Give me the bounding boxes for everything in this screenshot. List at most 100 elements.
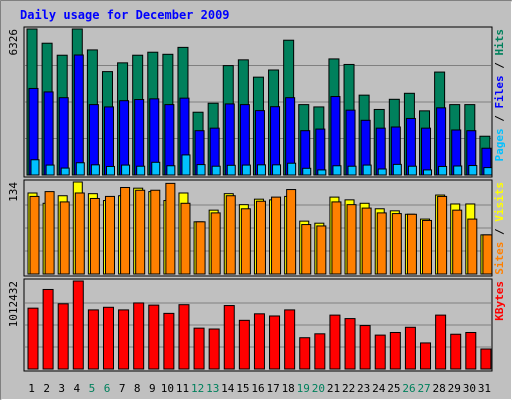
x-tick-label: 14	[221, 382, 235, 395]
bar-kbytes-day-1	[27, 307, 39, 370]
bar-files-day-8	[134, 99, 145, 176]
bar-kbytes-day-25	[389, 331, 401, 370]
bar-kbytes-day-16	[253, 313, 265, 370]
x-axis-day-labels: 1 2 3 4 5 6 7 8 9 10 11 12 13 14 15 16 17 18 19 20 21 22 23 24 2…	[28, 382, 491, 395]
bar-sites-day-11	[180, 202, 191, 275]
bar-kbytes-day-19	[299, 337, 311, 370]
bar-pages-day-1	[30, 159, 40, 176]
bar-sites-day-23	[361, 207, 372, 275]
x-tick-label: 31	[478, 382, 491, 395]
x-tick-label: 20	[312, 382, 325, 395]
x-tick-label: 2	[43, 382, 50, 395]
bar-pages-day-29	[453, 165, 463, 176]
bar-pages-day-30	[468, 165, 478, 176]
x-tick-label: 28	[433, 382, 446, 395]
bar-pages-day-7	[121, 164, 131, 176]
x-tick-label: 23	[357, 382, 370, 395]
bar-kbytes-day-11	[178, 304, 190, 370]
bar-sites-day-17	[271, 196, 282, 275]
bar-sites-day-4	[74, 192, 85, 275]
bar-kbytes-day-14	[223, 305, 235, 370]
bar-sites-day-1	[29, 195, 40, 275]
bar-sites-day-5	[89, 197, 100, 275]
x-tick-label: 6	[104, 382, 111, 395]
x-tick-label: 10	[161, 382, 174, 395]
x-tick-label: 25	[387, 382, 400, 395]
bar-pages-day-6	[105, 165, 115, 176]
bar-pages-day-14	[226, 164, 236, 176]
bar-pages-day-5	[90, 164, 100, 176]
x-tick-label: 19	[297, 382, 310, 395]
bar-sites-day-14	[225, 195, 236, 275]
bar-pages-day-22	[347, 165, 357, 176]
x-tick-label: 17	[266, 382, 279, 395]
bar-kbytes-day-17	[269, 315, 281, 370]
bar-sites-day-6	[104, 195, 115, 275]
bar-files-day-28	[436, 107, 447, 176]
x-tick-label: 30	[463, 382, 476, 395]
x-tick-label: 3	[58, 382, 65, 395]
bar-pages-day-16	[256, 164, 266, 176]
x-tick-label: 18	[282, 382, 295, 395]
series-legend: Pages / Files / Hits	[493, 29, 506, 162]
bar-kbytes-day-3	[57, 303, 69, 370]
x-tick-label: 27	[417, 382, 430, 395]
bar-pages-day-10	[166, 165, 176, 176]
bar-sites-day-13	[210, 212, 221, 275]
y-max-label: 134	[7, 182, 20, 202]
x-tick-label: 21	[327, 382, 340, 395]
bar-files-day-27	[421, 127, 432, 176]
bar-kbytes-day-23	[359, 325, 371, 370]
x-tick-label: 22	[342, 382, 355, 395]
bar-kbytes-day-30	[465, 331, 477, 370]
bar-kbytes-day-13	[208, 328, 220, 370]
bar-sites-day-12	[195, 221, 206, 275]
bar-sites-day-21	[331, 201, 342, 275]
bar-kbytes-day-18	[284, 309, 296, 370]
bar-sites-day-16	[255, 200, 266, 275]
bar-sites-day-30	[467, 218, 478, 275]
bar-kbytes-day-15	[238, 319, 250, 370]
bar-kbytes-day-29	[450, 333, 462, 370]
x-tick-label: 8	[134, 382, 141, 395]
bar-files-day-22	[345, 109, 356, 176]
bar-pages-day-19	[302, 167, 312, 176]
x-tick-label: 12	[191, 382, 204, 395]
bar-kbytes-day-12	[193, 327, 205, 370]
bar-files-day-24	[375, 127, 386, 176]
bar-kbytes-day-27	[420, 342, 432, 370]
bar-sites-day-3	[59, 201, 70, 275]
bar-pages-day-24	[377, 168, 387, 176]
bar-kbytes-day-6	[102, 306, 114, 370]
x-tick-label: 11	[176, 382, 189, 395]
y-max-label: 1012432	[7, 281, 20, 327]
bar-files-day-3	[58, 97, 69, 176]
panel-frame	[23, 278, 493, 372]
bar-pages-day-4	[75, 162, 85, 176]
bar-files-day-21	[330, 96, 341, 176]
bar-files-day-20	[315, 128, 326, 176]
x-tick-label: 5	[89, 382, 96, 395]
bar-pages-day-13	[211, 165, 221, 176]
y-max-label: 6326	[7, 29, 20, 56]
bar-kbytes-day-21	[329, 314, 341, 370]
x-tick-label: 15	[236, 382, 249, 395]
panel-hits_files_pages: 6326 Pages / Files / Hits	[7, 26, 506, 178]
bar-sites-day-8	[135, 189, 146, 275]
bar-sites-day-9	[150, 189, 161, 275]
bar-sites-day-10	[165, 182, 176, 275]
bar-pages-day-9	[151, 161, 161, 176]
x-tick-label: 29	[448, 382, 461, 395]
bar-sites-day-20	[316, 225, 327, 275]
bar-kbytes-day-4	[72, 280, 84, 370]
panel-visits_sites: 134 Sites / Visits	[7, 179, 506, 277]
bar-sites-day-15	[240, 208, 251, 275]
bar-kbytes-day-28	[435, 314, 447, 370]
bar-files-day-14	[224, 103, 235, 176]
bar-pages-day-17	[272, 164, 282, 176]
bar-files-day-2	[43, 91, 54, 176]
bar-kbytes-day-26	[404, 326, 416, 370]
series-legend: Sites / Visits	[493, 182, 506, 275]
bar-kbytes-day-10	[163, 312, 175, 370]
